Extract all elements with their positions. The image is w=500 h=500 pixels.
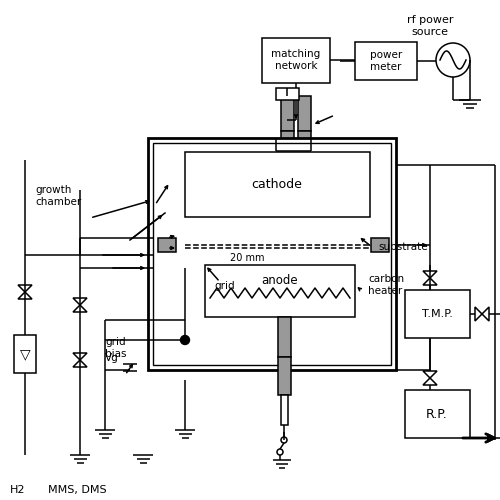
Bar bbox=[185, 217, 370, 267]
Bar bbox=[281, 131, 294, 151]
Bar bbox=[371, 238, 389, 252]
Bar bbox=[262, 38, 330, 83]
Bar bbox=[281, 395, 288, 425]
Text: R.P.: R.P. bbox=[426, 408, 448, 420]
Text: grid
bias: grid bias bbox=[105, 337, 126, 358]
Text: Vg: Vg bbox=[105, 353, 119, 363]
Text: MMS, DMS: MMS, DMS bbox=[48, 485, 106, 495]
Bar bbox=[355, 42, 417, 80]
Text: cathode: cathode bbox=[252, 178, 302, 190]
Bar bbox=[158, 238, 176, 252]
Bar bbox=[185, 152, 370, 217]
Bar bbox=[281, 96, 294, 131]
Bar bbox=[148, 138, 396, 370]
Bar bbox=[14, 335, 36, 373]
Bar bbox=[298, 96, 311, 131]
Bar bbox=[278, 317, 291, 357]
Text: power
meter: power meter bbox=[370, 50, 402, 72]
Text: H2: H2 bbox=[10, 485, 26, 495]
Text: grid: grid bbox=[214, 281, 236, 291]
Text: matching
network: matching network bbox=[272, 49, 320, 71]
Text: ▽: ▽ bbox=[20, 347, 30, 361]
Text: carbon
heater: carbon heater bbox=[368, 274, 404, 296]
Bar bbox=[153, 143, 391, 365]
Text: T.M.P.: T.M.P. bbox=[422, 309, 452, 319]
Text: anode: anode bbox=[262, 274, 298, 286]
Bar bbox=[405, 290, 470, 338]
Text: rf power
source: rf power source bbox=[407, 15, 453, 36]
Text: growth
chamber: growth chamber bbox=[35, 185, 81, 206]
Bar bbox=[278, 357, 291, 395]
Circle shape bbox=[180, 336, 190, 344]
Text: 20 mm: 20 mm bbox=[230, 253, 264, 263]
Bar bbox=[405, 390, 470, 438]
Bar bbox=[205, 265, 355, 317]
Bar bbox=[298, 131, 311, 151]
Bar bbox=[276, 88, 299, 100]
Text: substrate: substrate bbox=[378, 242, 428, 252]
